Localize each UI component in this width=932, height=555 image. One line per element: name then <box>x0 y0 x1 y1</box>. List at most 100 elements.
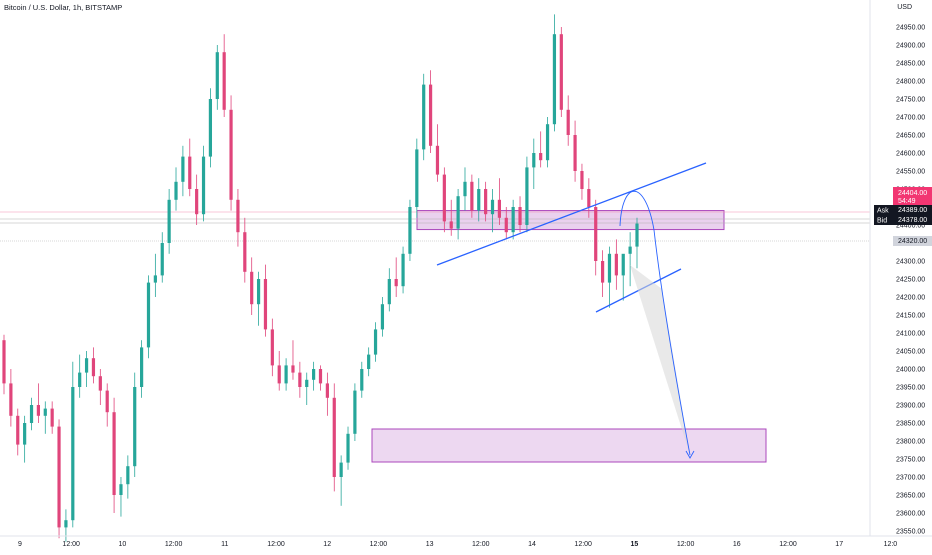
drawings[interactable] <box>436 162 707 459</box>
candle-body <box>133 387 137 467</box>
candle-body <box>16 415 20 445</box>
candle-body <box>105 390 109 413</box>
candle-body <box>628 246 632 254</box>
candle-body <box>270 329 274 366</box>
y-tick-label: 24150.00 <box>896 313 925 320</box>
target-zone <box>371 428 767 463</box>
candle-body <box>532 153 536 168</box>
x-tick-label: 15 <box>631 541 639 548</box>
candle-body <box>284 365 288 384</box>
x-tick-label: 10 <box>119 541 127 548</box>
candle-body <box>408 207 412 254</box>
y-tick-label: 24550.00 <box>896 169 925 176</box>
zones <box>0 210 870 463</box>
time-axis: 9 12:00 10 12:00 11 12:00 12 12:00 13 12:00 14 12:0… <box>18 541 897 548</box>
candle-body <box>380 304 385 330</box>
candle-body <box>298 372 302 387</box>
x-tick-label: 16 <box>733 541 741 548</box>
bid-price-value: 24378.00 <box>898 217 927 224</box>
candle-body <box>243 232 247 272</box>
x-tick-label: 12:00 <box>677 541 695 548</box>
rising-trendline <box>436 162 707 266</box>
candle-body <box>195 189 199 215</box>
candle-body <box>497 199 501 218</box>
y-tick-label: 24900.00 <box>896 43 925 50</box>
countdown-value: 54:49 <box>898 198 916 205</box>
y-tick-label: 23900.00 <box>896 403 925 410</box>
candle-body <box>236 199 240 233</box>
y-tick-label: 24400.00 <box>896 223 925 230</box>
candle-body <box>23 423 27 445</box>
bid-price-value-bg <box>893 215 932 225</box>
candle-body <box>50 408 54 427</box>
candle-body <box>594 207 598 261</box>
x-tick-label: 9 <box>18 541 22 548</box>
candle-body <box>394 279 398 287</box>
low-line-price-value-bg <box>893 236 932 246</box>
x-tick-label: 12:00 <box>267 541 285 548</box>
candle-body <box>346 433 350 463</box>
candle-body <box>511 207 515 233</box>
ask-label: Ask <box>877 208 889 215</box>
y-tick-label: 24950.00 <box>896 25 925 32</box>
projection-shade <box>630 265 690 455</box>
y-tick-label: 23550.00 <box>896 529 925 536</box>
candle-body <box>580 171 584 189</box>
ask-price-value: 24389.00 <box>898 207 927 214</box>
candle-body <box>428 84 433 146</box>
candle-body <box>43 408 47 416</box>
candle-body <box>367 354 371 369</box>
candle-body <box>339 462 343 477</box>
y-tick-label: 24850.00 <box>896 61 925 68</box>
projection-path <box>619 190 691 456</box>
candle-body <box>332 397 336 477</box>
candle-body <box>146 282 151 348</box>
ask-price-value-bg <box>893 205 932 215</box>
x-tick-label: 17 <box>835 541 843 548</box>
candle-body <box>126 466 130 485</box>
candle-body <box>360 369 364 391</box>
candle-body <box>71 387 75 521</box>
candle-body <box>256 279 261 305</box>
candle-body <box>518 207 522 225</box>
candle-body <box>435 145 440 175</box>
y-tick-label: 24600.00 <box>896 151 925 158</box>
x-tick-label: 13 <box>426 541 434 548</box>
candle-body <box>325 383 329 398</box>
y-tick-label: 24100.00 <box>896 331 925 338</box>
candle-body <box>57 426 61 528</box>
candle-body <box>188 156 192 189</box>
x-tick-label: 12:00 <box>574 541 592 548</box>
candle-body <box>263 279 268 330</box>
candle-body <box>545 124 550 161</box>
candle-body <box>84 358 89 373</box>
candle-body <box>29 405 34 423</box>
y-tick-label: 23950.00 <box>896 385 925 392</box>
candle-body <box>442 174 446 222</box>
x-tick-label: 14 <box>528 541 536 548</box>
x-tick-label: 11 <box>221 541 228 548</box>
candle-body <box>449 221 453 229</box>
y-tick-label: 24250.00 <box>896 277 925 284</box>
candle-body <box>167 199 171 243</box>
candle-body <box>153 275 157 283</box>
candle-body <box>9 383 13 416</box>
candle-body <box>250 271 254 305</box>
candle-body <box>525 167 529 225</box>
candle-body <box>607 253 612 283</box>
last-price-value: 24404.00 <box>898 190 927 197</box>
y-tick-label: 24650.00 <box>896 133 925 140</box>
y-tick-label: 24700.00 <box>896 115 925 122</box>
candle-body <box>98 376 102 391</box>
candle-body <box>181 156 185 182</box>
candle-body <box>614 253 618 276</box>
candle-body <box>312 369 316 380</box>
candle-body <box>415 149 419 207</box>
symbol-title[interactable]: Bitcoin / U.S. Dollar, 1h, BITSTAMP <box>4 3 123 12</box>
y-tick-label: 23700.00 <box>896 475 925 482</box>
candle-body <box>208 99 213 157</box>
x-tick-label: 12:00 <box>779 541 797 548</box>
